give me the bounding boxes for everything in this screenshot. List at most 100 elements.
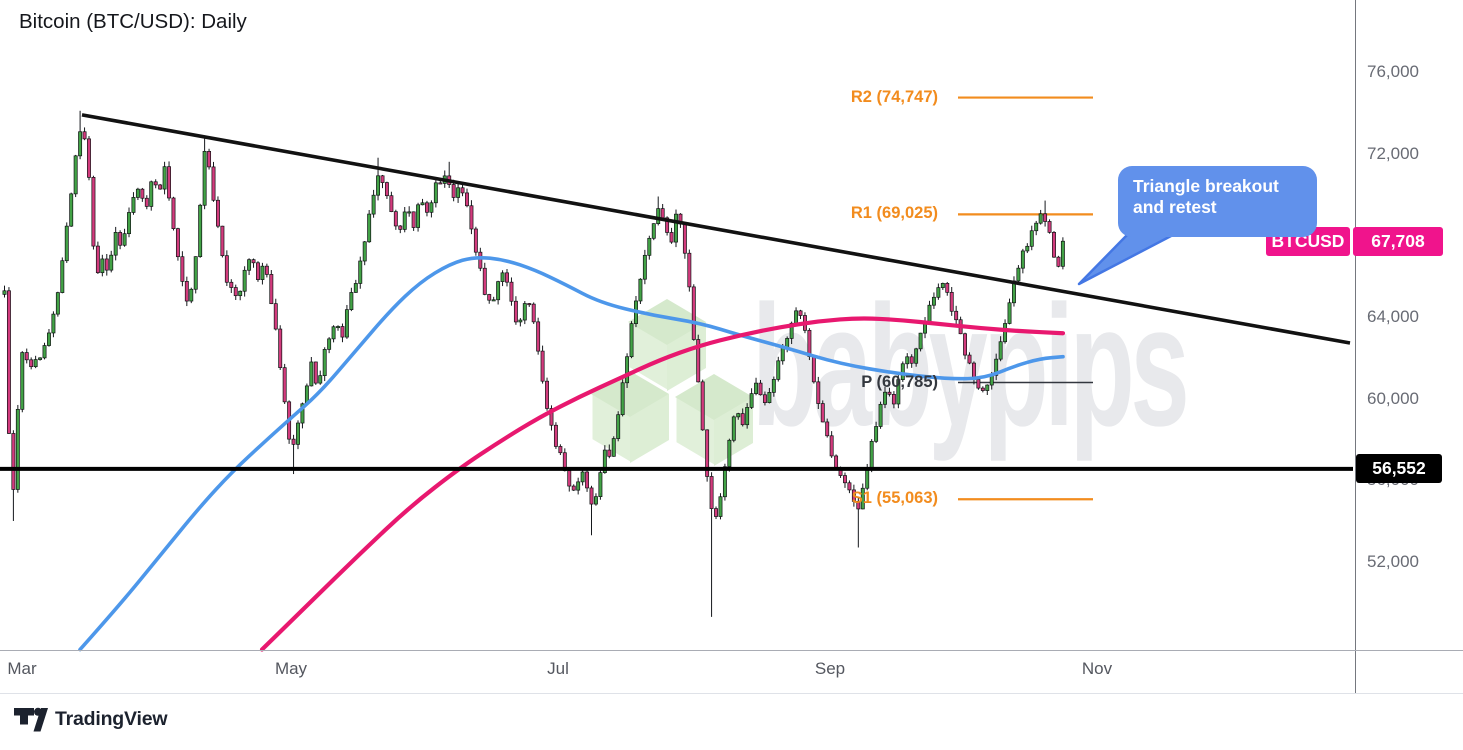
candle-body [758,382,763,396]
candle-body [149,181,154,207]
candle-body [198,204,203,257]
candle-body [651,223,656,239]
candle-body [1016,267,1021,282]
tradingview-logo[interactable]: TradingView [14,707,168,732]
candle-body [589,487,594,505]
candle-body [980,387,985,391]
candle-body [874,426,879,442]
pivot-label-p: P (60,785) [861,372,938,391]
candle-body [749,393,754,408]
candle-body [847,482,852,491]
candle-body [994,358,999,376]
candle-body [1007,302,1012,324]
candle-body [60,260,65,293]
candle-body [940,283,945,288]
candle-body [536,321,541,352]
candle-body [674,213,678,243]
candle-body [402,211,407,230]
candle-body [585,471,590,489]
candle-body [656,208,661,224]
candle-body [709,476,714,509]
candle-body [211,166,216,201]
candle-body [482,267,487,295]
candle-body [1056,256,1061,267]
x-axis-label: Nov [1081,659,1113,678]
candle-body [184,281,189,302]
candle-body [171,197,176,229]
support-level-badge: 56,552 [1356,454,1442,484]
x-axis-label: Jul [547,659,569,678]
candle-body [376,175,380,196]
candle-body [740,413,745,426]
x-axis-label: Sep [814,659,846,678]
candle-body [905,356,910,365]
candle-body [51,313,56,334]
candle-body [767,392,772,403]
candle-body [914,348,919,364]
candle-body [909,356,914,364]
candle-body [398,225,403,230]
candle-body [371,194,376,215]
candle-body [193,256,198,290]
candle-body [478,251,483,269]
candle-body [1060,240,1065,267]
candle-body [931,296,936,306]
candle-body [736,413,741,418]
candle-body [238,290,243,297]
candle-body [789,322,794,339]
candle-body [487,294,492,301]
candle-body [384,182,389,197]
candle-body [95,245,100,274]
candle-body [104,258,109,271]
descending-trendline [81,113,1351,345]
candle-body [576,481,581,491]
candle-body [1047,221,1052,233]
x-axis-label: May [274,659,308,678]
time-axis-border-bottom [0,693,1463,694]
candle-body [282,367,287,403]
candle-body [309,361,314,387]
candle-body [714,508,718,517]
candle-body [87,138,91,178]
candle-body [513,300,518,323]
candle-body [825,421,830,437]
candle-body [180,256,185,282]
candle-body [1043,213,1048,222]
candle-body [580,471,585,483]
y-axis-label: 64,000 [1367,306,1419,326]
candle-body [860,487,865,510]
candle-body [549,408,554,426]
callout-bubble[interactable]: Triangle breakout and retest [1118,166,1317,237]
candle-body [73,155,78,195]
candle-body [869,440,874,469]
candle-body [642,254,647,280]
candle-body [55,292,60,315]
candle-body [473,228,478,253]
candle-body [47,332,51,346]
candle-body [433,182,438,204]
candle-body [883,391,887,405]
candle-body [42,345,47,359]
candle-body [118,232,123,246]
candle-body [927,304,932,323]
candle-body [998,341,1003,360]
candle-body [620,382,625,416]
candle-body [522,303,527,321]
candle-body [629,323,634,358]
candle-body [38,357,43,360]
candle-body [505,272,509,283]
candle-body [189,288,194,302]
candle-body [776,360,781,380]
candle-body [291,438,296,445]
candle-body [20,352,25,410]
candle-body [313,361,318,384]
time-axis-border-top [0,650,1463,651]
candle-body [1003,323,1008,343]
candle-body [33,359,38,368]
candle-body [362,241,367,262]
candle-body [389,195,394,212]
candle-body [260,265,265,280]
candle-body [327,338,332,350]
candle-body [985,384,990,391]
